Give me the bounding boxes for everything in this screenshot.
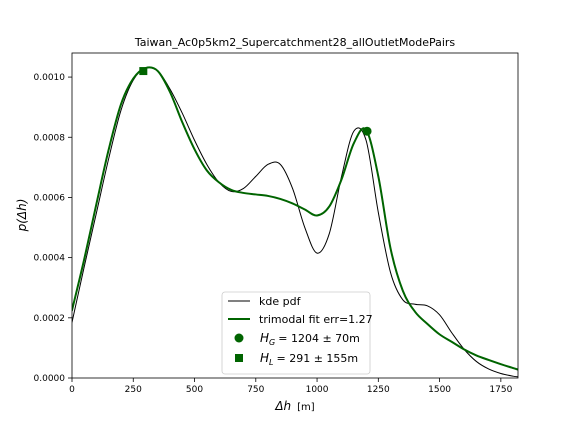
x-tick-label: 1750 <box>489 385 512 395</box>
marker-h-g <box>362 126 372 136</box>
x-tick-label: 1000 <box>306 385 329 395</box>
plot-frame <box>71 52 519 379</box>
legend-hg-marker <box>234 333 244 343</box>
marker-h-l <box>139 67 148 76</box>
x-axis-label: Δh [m] <box>274 399 314 413</box>
y-ticks: 0.0000 0.0002 0.0004 0.0006 0.0008 0.0010 <box>34 73 72 384</box>
x-axis-unit: [m] <box>297 402 315 413</box>
y-tick-label: 0.0008 <box>34 133 66 143</box>
x-ticks: 0 250 500 750 1000 1250 1500 1750 <box>69 378 513 395</box>
y-tick-label: 0.0000 <box>34 374 66 384</box>
x-tick-label: 1250 <box>367 385 390 395</box>
chart-title: Taiwan_Ac0p5km2_Supercatchment28_allOutl… <box>134 36 456 49</box>
x-tick-label: 250 <box>125 385 142 395</box>
y-tick-label: 0.0010 <box>34 73 66 83</box>
plot-area: 0 250 500 750 1000 1250 1500 1750 0.00000.00020… <box>34 52 519 395</box>
y-tick-label: 0.0004 <box>34 254 66 264</box>
y-tick-label: 0.0006 <box>34 193 66 203</box>
legend-hl-marker <box>235 354 243 362</box>
y-axis-label: p(Δh) <box>15 199 29 233</box>
legend: kde pdf trimodal fit err=1.27 HG = 1204 ±… <box>221 291 373 375</box>
marker-layer <box>139 67 372 136</box>
x-axis-symbol: Δh <box>274 399 291 413</box>
x-tick-label: 500 <box>186 385 203 395</box>
x-tick-label: 750 <box>247 385 264 395</box>
x-tick-label: 1500 <box>428 385 451 395</box>
x-tick-label: 0 <box>69 385 75 395</box>
legend-hg-label: HG = 1204 ± 70m <box>260 331 360 347</box>
legend-hl-label: HL = 291 ± 155m <box>260 351 358 367</box>
legend-box <box>221 291 371 375</box>
legend-fit-label: trimodal fit err=1.27 <box>259 313 373 326</box>
y-tick-label: 0.0002 <box>34 314 66 324</box>
legend-kde-label: kde pdf <box>259 295 302 308</box>
